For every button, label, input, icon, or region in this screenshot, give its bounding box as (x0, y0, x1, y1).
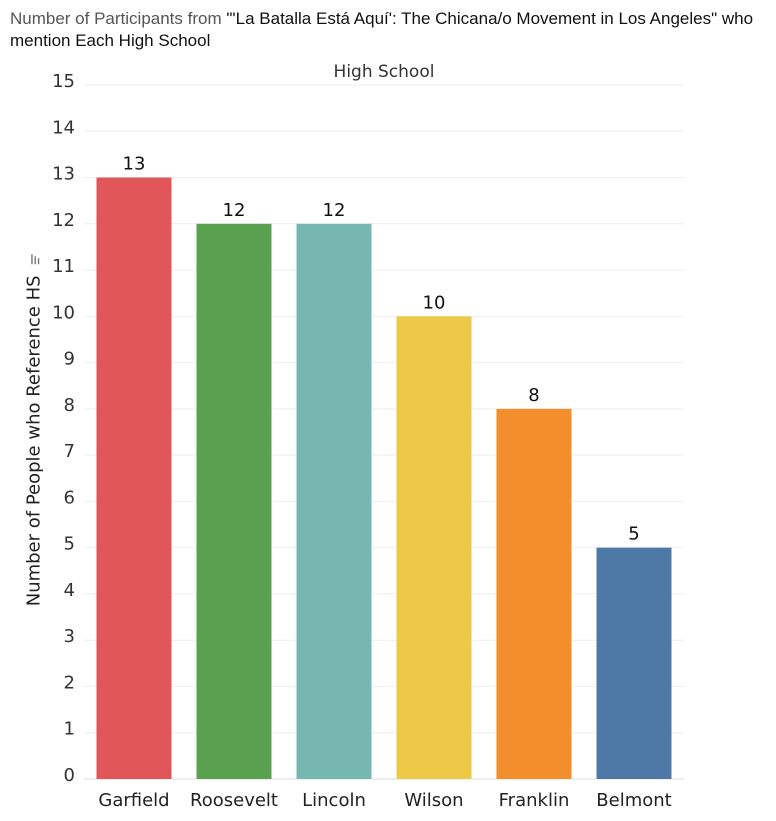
y-tick-label: 10 (52, 302, 75, 323)
gridlines (84, 84, 684, 780)
x-axis-categories: Garfield Roosevelt Lincoln Wilson Franklin Be… (98, 790, 671, 811)
y-tick-label: 9 (64, 349, 75, 370)
y-tick-label: 0 (64, 765, 75, 786)
bar (396, 316, 472, 779)
data-label: 13 (123, 154, 146, 175)
data-label: 12 (223, 200, 246, 221)
y-tick-label: 1 (64, 719, 75, 740)
y-tick-label: 4 (64, 580, 75, 601)
y-tick-label: 5 (64, 534, 75, 555)
y-tick-label: 12 (52, 210, 75, 231)
x-category-label: Wilson (404, 790, 463, 811)
x-category-label: Lincoln (302, 790, 366, 811)
x-category-label: Belmont (596, 790, 671, 811)
chart-title: Number of Participants from "'La Batalla… (10, 8, 770, 52)
data-label: 8 (528, 385, 539, 406)
chart-title-lead: Number of Participants from (10, 9, 227, 28)
y-tick-label: 6 (64, 487, 75, 508)
y-tick-label: 2 (64, 672, 75, 693)
bar (96, 177, 172, 780)
data-label: 5 (628, 524, 639, 545)
data-label: 12 (323, 200, 346, 221)
data-labels: 13 12 12 10 8 5 (123, 154, 640, 545)
y-tick-label: 11 (52, 256, 75, 277)
data-label: 10 (423, 292, 446, 313)
y-tick-label: 3 (64, 626, 75, 647)
y-tick-label: 7 (64, 441, 75, 462)
y-tick-label: 15 (52, 71, 75, 92)
x-category-label: Roosevelt (190, 790, 278, 811)
y-tick-label: 8 (64, 395, 75, 416)
y-axis-label: Number of People who Reference HS (23, 254, 45, 606)
sort-icon[interactable] (24, 254, 45, 266)
bars (96, 177, 672, 780)
bar (496, 408, 572, 779)
x-category-label: Franklin (499, 790, 570, 811)
column-header: High School (333, 62, 435, 82)
bar (596, 547, 672, 779)
y-tick-label: 13 (52, 164, 75, 185)
y-tick-label: 14 (52, 117, 75, 138)
chart-title-main: "'La Batalla Está Aquí': The Chicana/o M… (10, 9, 754, 50)
x-category-label: Garfield (98, 790, 169, 811)
bar (196, 223, 272, 780)
bar (296, 223, 372, 780)
